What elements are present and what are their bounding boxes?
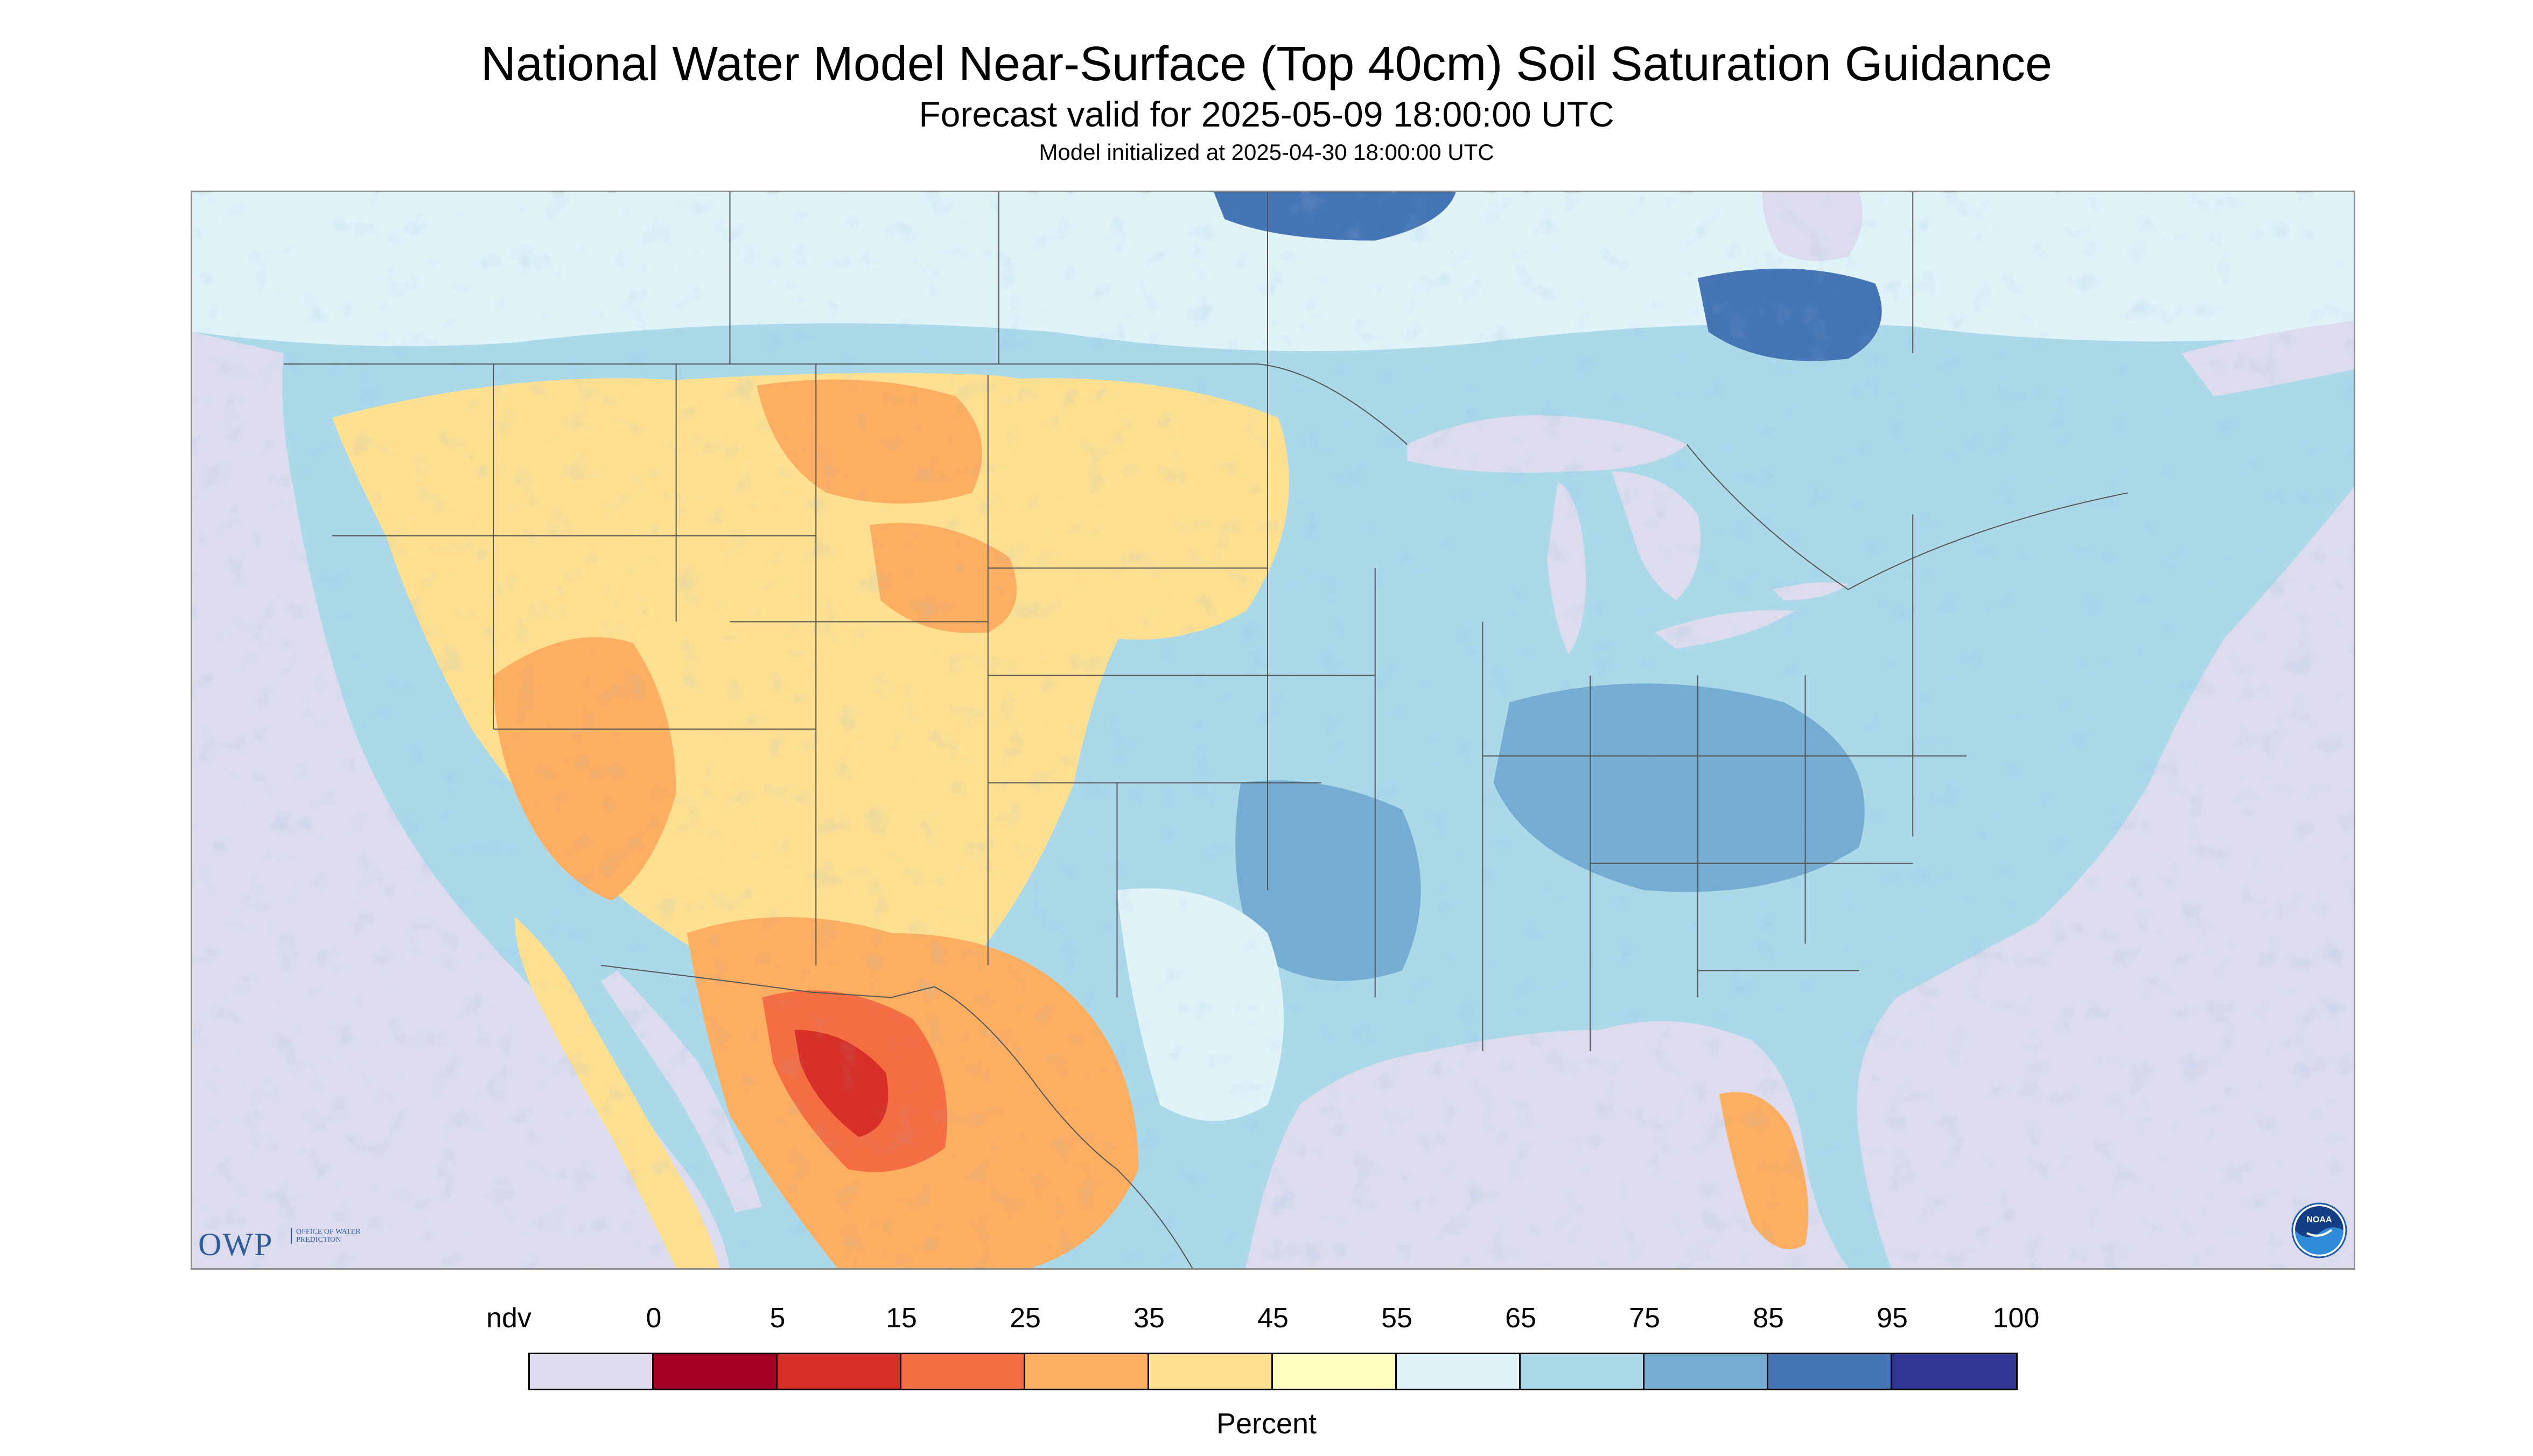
state-lines-central [988,364,1376,998]
legend-tick-label: 95 [1877,1303,1908,1334]
legend-tick-label: 65 [1505,1303,1536,1334]
legend-tick-label: 55 [1381,1303,1412,1334]
soil-texture-overlay [192,192,2354,1268]
legend-swatch [654,1354,778,1389]
legend-swatch [1025,1354,1149,1389]
legend-swatch [1273,1354,1397,1389]
legend-tick-label: 85 [1753,1303,1784,1334]
forecast-valid-subtitle: Forecast valid for 2025-05-09 18:00:00 U… [919,94,1614,134]
noaa-logo-icon: NOAA [2291,1202,2347,1258]
legend-tick-label: 25 [1010,1303,1041,1334]
map-title: National Water Model Near-Surface (Top 4… [480,37,2052,91]
legend-tick-label: 75 [1629,1303,1660,1334]
us-mexico-border [600,964,1193,1268]
legend-tick-label: 0 [646,1303,662,1334]
state-lines-west [332,364,989,965]
legend-title: Percent [1216,1408,1317,1440]
legend-tick-label: 15 [886,1303,917,1334]
legend-swatch [1149,1354,1273,1389]
legend-tick-label: 100 [1992,1303,2040,1334]
owp-logo-text: OWP [198,1227,274,1262]
legend-swatch [901,1354,1025,1389]
state-lines-east [1482,514,1967,1052]
legend-swatch [1521,1354,1645,1389]
legend-swatch [778,1354,901,1389]
legend-tick-label: ndv [486,1303,531,1334]
owp-logo: OWP Office of Water Prediction [198,1221,370,1266]
model-init-caption: Model initialized at 2025-04-30 18:00:00… [1039,139,1494,165]
legend-tick-label: 5 [769,1303,786,1334]
province-lines [729,192,1914,365]
us-canada-border [283,363,2128,590]
legend-swatch [1397,1354,1521,1389]
map-canvas [192,192,2354,1268]
political-boundaries [283,192,2128,1268]
legend-tick-label: 45 [1257,1303,1289,1334]
soil-saturation-map [191,191,2355,1270]
legend-swatch [530,1354,654,1389]
owp-logo-subtitle: Office of Water Prediction [291,1228,372,1244]
legend-colorbar [528,1353,2018,1390]
noaa-logo-text: NOAA [2306,1215,2332,1224]
legend-tick-label: 35 [1133,1303,1165,1334]
legend-swatch [1892,1354,2016,1389]
legend-swatch [1768,1354,1892,1389]
legend-swatch [1645,1354,1768,1389]
